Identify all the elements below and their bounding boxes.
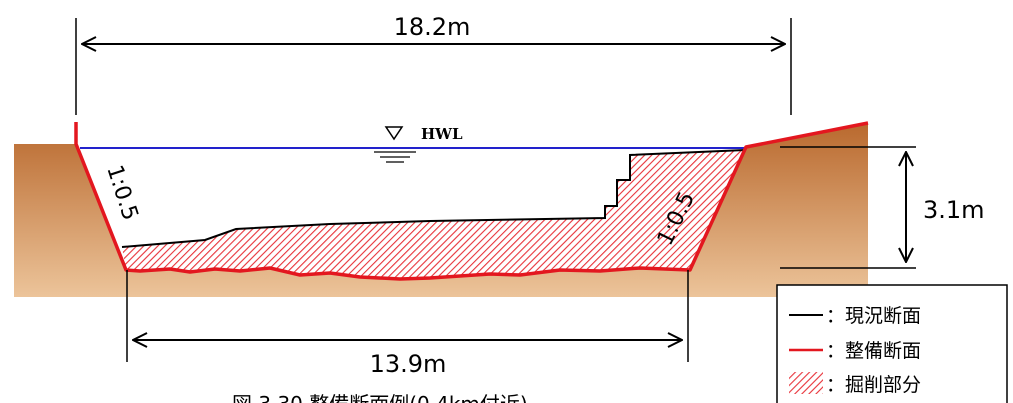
hwl-label: HWL — [421, 125, 463, 143]
left-slope-label: 1:0.5 — [101, 162, 142, 223]
legend-existing-label: ：現況断面 — [826, 305, 921, 327]
excavation-area — [122, 150, 745, 279]
legend-excavation-swatch — [789, 372, 823, 394]
hwl-triangle-icon — [386, 127, 402, 139]
legend: ：現況断面 ：整備断面 ：掘削部分 — [777, 285, 1007, 403]
bottom-width-label: 13.9m — [370, 350, 447, 378]
top-width-label: 18.2m — [394, 13, 471, 41]
legend-planned-label: ：整備断面 — [826, 340, 921, 362]
height-label: 3.1m — [923, 196, 985, 224]
figure-caption: 図 3.30 整備断面例(0.4km付近) — [232, 392, 528, 403]
legend-excavation-label: ：掘削部分 — [826, 374, 921, 396]
